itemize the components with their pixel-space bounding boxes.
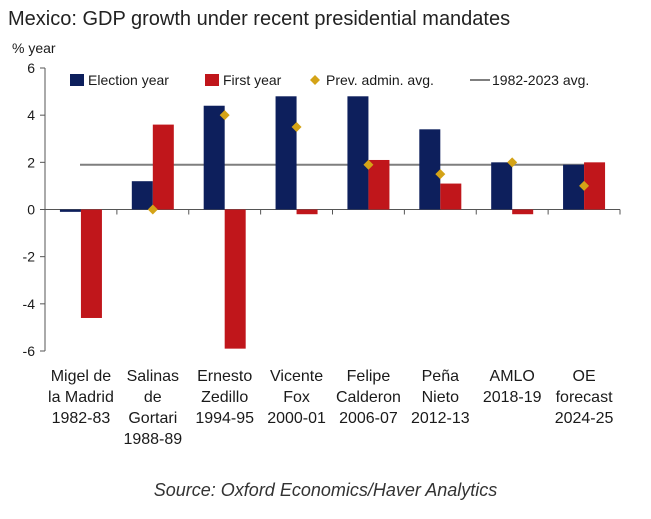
category-label-line: OE	[573, 368, 596, 385]
category-label-line: la Madrid	[48, 389, 114, 406]
y-tick-label: 6	[27, 60, 35, 76]
election-year-bar	[419, 129, 441, 210]
category-label-line: de	[144, 389, 162, 406]
election-year-bar	[491, 162, 513, 210]
category-label-line: Salinas	[127, 368, 179, 385]
y-tick-label: 0	[27, 202, 35, 218]
election-year-bar	[59, 209, 81, 212]
category-label-line: forecast	[556, 389, 613, 406]
category-label: AMLO 2018-19	[483, 368, 542, 406]
chart-title: Mexico: GDP growth under recent presiden…	[8, 8, 511, 30]
legend-label: 1982-2023 avg.	[492, 72, 589, 88]
category-label: Felipe Calderon 2006-07	[336, 368, 401, 427]
legend-label: First year	[223, 72, 282, 88]
y-tick-label: -2	[23, 249, 36, 265]
election-year-bar	[131, 181, 153, 210]
category-label-line: 2006-07	[339, 410, 398, 427]
legend-prev-admin-avg: Prev. admin. avg.	[310, 72, 434, 88]
first-year-bar	[80, 209, 102, 318]
first-year-bar	[152, 124, 174, 210]
prev-admin-avg-marker	[147, 204, 158, 215]
category-label: Peña Nieto 2012-13	[411, 368, 470, 427]
category-label-line: Peña	[422, 368, 459, 385]
y-tick-label: 4	[27, 107, 35, 123]
prev-admin-avg-marker	[291, 121, 302, 132]
category-label-layer: Migel de la Madrid 1982-83 Salinas de Gortari…	[48, 368, 613, 448]
category-label: Salinas de Gortari 1988-89	[123, 368, 182, 448]
first-year-bar	[512, 209, 534, 215]
legend-first-year: First year	[205, 72, 282, 88]
prev-admin-avg-marker	[507, 157, 518, 168]
first-year-bar	[296, 209, 318, 215]
legend-label: Election year	[88, 72, 169, 88]
y-tick-label: -6	[23, 343, 36, 359]
legend-1982-2023-avg: 1982-2023 avg.	[470, 72, 589, 88]
bar-layer	[59, 96, 606, 349]
category-label: Vicente Fox 2000-01	[267, 368, 326, 427]
election-year-bar	[563, 164, 585, 210]
prev-admin-avg-marker	[579, 180, 590, 191]
category-label: Migel de la Madrid 1982-83	[48, 368, 114, 427]
category-label: OE forecast 2024-25	[555, 368, 614, 427]
category-label-line: Ernesto	[197, 368, 252, 385]
election-year-bar	[275, 96, 297, 210]
category-label-line: Gortari	[128, 410, 177, 427]
category-label-line: 2000-01	[267, 410, 326, 427]
first-year-bar	[440, 183, 462, 210]
category-label-line: Zedillo	[201, 389, 248, 406]
prev-admin-avg-marker	[219, 110, 230, 121]
category-label-line: 2018-19	[483, 389, 542, 406]
election-year-bar	[203, 105, 225, 210]
source-note: Source: Oxford Economics/Haver Analytics	[153, 480, 498, 500]
category-label-line: Migel de	[51, 368, 112, 385]
prev-admin-avg-marker	[435, 169, 446, 180]
legend-election-year: Election year	[70, 72, 169, 88]
category-label: Ernesto Zedillo 1994-95	[195, 368, 254, 427]
legend-swatch	[310, 75, 320, 85]
legend-swatch	[205, 74, 219, 86]
prev-admin-avg-marker	[363, 159, 374, 170]
legend: Election year First year Prev. admin. avg.…	[70, 72, 589, 88]
category-label-line: 1988-89	[123, 431, 182, 448]
category-label-line: 1982-83	[52, 410, 111, 427]
category-label-line: 2012-13	[411, 410, 470, 427]
category-label-line: Felipe	[347, 368, 391, 385]
y-tick-label: 2	[27, 154, 35, 170]
category-label-line: AMLO	[490, 368, 535, 385]
y-axis-unit-label: % year	[12, 40, 56, 56]
category-label-line: Fox	[283, 389, 310, 406]
y-tick-label: -4	[23, 296, 36, 312]
marker-layer	[147, 110, 590, 215]
legend-label: Prev. admin. avg.	[326, 72, 434, 88]
category-label-line: 2024-25	[555, 410, 614, 427]
category-label-line: 1994-95	[195, 410, 254, 427]
category-label-line: Calderon	[336, 389, 401, 406]
category-label-line: Nieto	[422, 389, 459, 406]
election-year-bar	[347, 96, 369, 210]
first-year-bar	[224, 209, 246, 349]
category-label-line: Vicente	[270, 368, 323, 385]
first-year-bar	[584, 162, 606, 210]
legend-swatch	[70, 74, 84, 86]
first-year-bar	[368, 159, 390, 210]
